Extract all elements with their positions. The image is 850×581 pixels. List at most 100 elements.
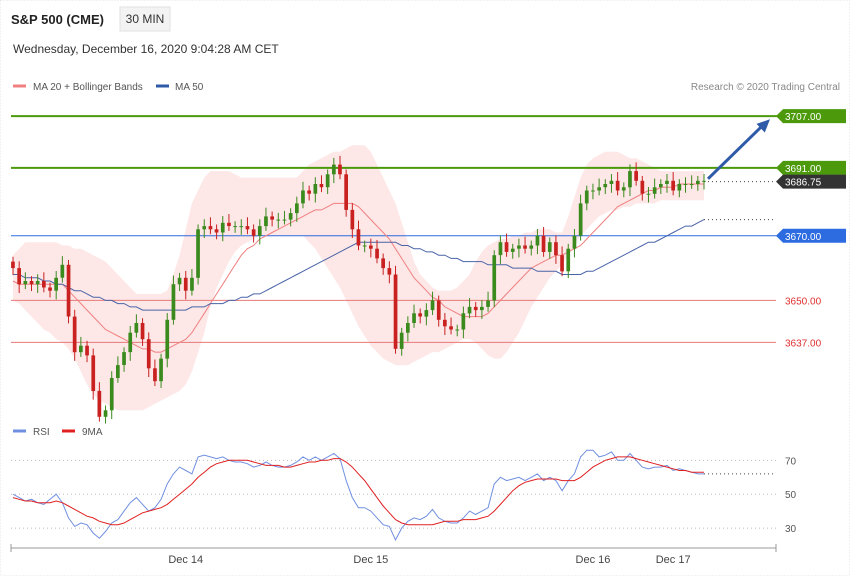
candle-body <box>529 245 534 249</box>
level-tag-3707.00 <box>776 109 846 124</box>
candle-body <box>467 306 472 314</box>
candle-body <box>344 174 348 210</box>
candle <box>436 295 441 327</box>
candle-body <box>504 242 509 252</box>
candle-body <box>498 242 503 256</box>
forecast-arrow-shaft <box>706 125 764 180</box>
candle <box>54 270 58 300</box>
candle <box>190 269 194 296</box>
candle <box>430 291 435 315</box>
candle-body <box>295 203 299 214</box>
candle-body <box>251 229 256 236</box>
candle <box>615 172 620 196</box>
candle-body <box>17 268 21 285</box>
candle-body <box>677 184 682 191</box>
candle <box>227 214 231 231</box>
candle-body <box>171 284 176 320</box>
candle-body <box>338 164 342 175</box>
candle <box>282 210 287 225</box>
candle <box>566 243 571 279</box>
candle-body <box>319 184 324 188</box>
candle <box>307 185 311 201</box>
level-label-3650.00: 3650.00 <box>785 296 822 307</box>
candle <box>554 235 558 264</box>
rsi-panel: 70 50 30 <box>11 449 797 542</box>
candle <box>412 304 416 328</box>
candle-body <box>560 255 564 272</box>
candle <box>140 318 145 346</box>
candle-body <box>190 277 194 291</box>
candle <box>29 276 34 292</box>
credit-label: Research © 2020 Trading Central <box>691 82 840 93</box>
candle-body <box>517 245 521 249</box>
candle <box>689 175 694 189</box>
time-axis: Dec 14 Dec 15 Dec 16 Dec 17 <box>10 544 777 566</box>
candle <box>251 224 256 243</box>
candle <box>202 219 207 239</box>
candle-body <box>301 190 305 204</box>
candle-body <box>597 187 601 191</box>
candle-body <box>541 235 546 252</box>
candle-body <box>584 190 589 204</box>
candle <box>109 371 114 420</box>
level-label-3707.00: 3707.00 <box>785 112 822 123</box>
candle-body <box>430 300 435 311</box>
candle <box>171 275 176 325</box>
candle <box>344 169 348 217</box>
candle <box>196 224 200 285</box>
candle <box>85 340 89 363</box>
candle <box>350 203 355 239</box>
candle <box>177 272 182 292</box>
candle-body <box>443 319 447 327</box>
candle-body <box>356 229 361 246</box>
candle <box>578 194 583 241</box>
candle <box>696 175 700 191</box>
candle-body <box>387 268 392 275</box>
candle <box>245 217 250 235</box>
candle-body <box>233 226 237 228</box>
rsi-tick-label-50: 50 <box>785 490 797 501</box>
candle <box>362 240 367 253</box>
candle <box>239 219 244 235</box>
candle-body <box>696 180 700 184</box>
candle <box>66 260 71 324</box>
candle <box>159 353 163 388</box>
candle <box>17 261 21 293</box>
candle <box>535 228 540 255</box>
candle <box>628 164 632 196</box>
candle <box>35 274 40 293</box>
candle-body <box>381 258 385 269</box>
price-panel: 3707.00 3691.00 3686.75 3670.00 3650.00 3637.… <box>11 109 846 424</box>
x-tick-label: Dec 15 <box>353 554 388 566</box>
candle-body <box>313 184 318 194</box>
candle <box>504 233 509 257</box>
forecast-arrow-head <box>756 119 770 133</box>
candle-body <box>702 180 706 182</box>
candle <box>424 303 429 326</box>
candle <box>572 228 577 258</box>
candle-body <box>615 180 620 191</box>
candle-body <box>270 216 274 220</box>
candle-body <box>282 219 287 221</box>
candle-body <box>369 245 373 249</box>
candle-body <box>177 277 182 285</box>
candle <box>369 238 373 258</box>
candle-body <box>159 358 163 382</box>
candle <box>492 250 497 308</box>
candle <box>79 336 83 357</box>
candle-body <box>332 164 336 175</box>
candle <box>640 175 645 201</box>
candle-body <box>566 248 571 272</box>
candle <box>597 178 601 196</box>
candle <box>128 325 133 361</box>
candle <box>122 347 126 372</box>
candle <box>480 300 484 319</box>
candle <box>103 405 108 424</box>
candle-body <box>42 281 46 288</box>
candle-body <box>48 287 52 291</box>
candle-body <box>325 174 330 188</box>
candle <box>153 359 157 387</box>
timeframe-box <box>119 6 171 32</box>
candle-body <box>122 352 126 365</box>
